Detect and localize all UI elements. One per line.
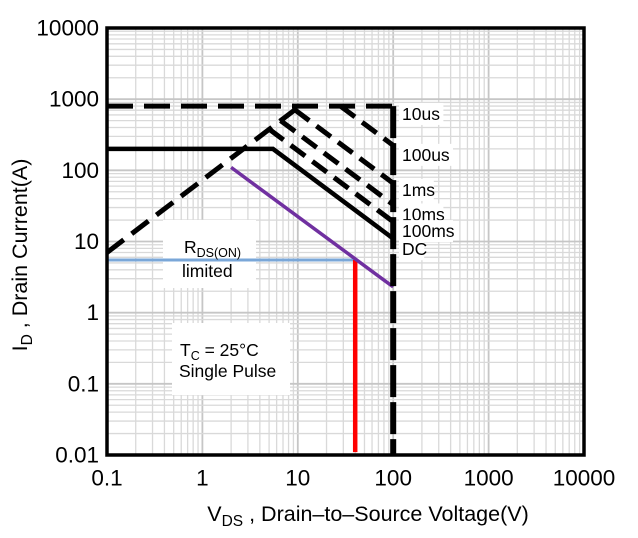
curve-label-10ms: 10ms xyxy=(402,204,445,224)
annotation-boxes xyxy=(163,220,290,395)
curve-label-pad xyxy=(399,238,425,261)
y-tick-0.01: 0.01 xyxy=(55,443,99,468)
y-tick-10000: 10000 xyxy=(36,16,99,41)
conditions-note-line1: TC = 25°C xyxy=(180,340,259,363)
soa-curves xyxy=(107,103,397,455)
plot-frame xyxy=(105,26,586,457)
y-tick-100: 100 xyxy=(61,158,99,183)
y-axis-title: ID , Drain Current(A) xyxy=(8,159,36,352)
curve-label-pad xyxy=(399,203,444,226)
curve-label-1ms: 1ms xyxy=(402,180,435,200)
curve-label-pad xyxy=(399,220,453,243)
curve-label-pad xyxy=(399,143,453,166)
curve-label-pad xyxy=(399,102,444,125)
load-line-curve xyxy=(230,165,395,289)
x-tick-1: 1 xyxy=(196,466,209,491)
pulse-1ms-curve xyxy=(293,107,395,186)
curve-label-10us: 10us xyxy=(402,104,440,124)
x-axis-title: VDS , Drain–to–Source Voltage(V) xyxy=(207,502,529,530)
curve-label-pad xyxy=(399,178,434,201)
y-tick-10: 10 xyxy=(74,229,99,254)
conditions-note-line2: Single Pulse xyxy=(179,361,276,381)
rdson-limited-note-line2: limited xyxy=(182,261,233,281)
y-tick-0.1: 0.1 xyxy=(68,371,99,396)
rdson-limited-note-line1: RDS(ON) xyxy=(184,237,241,260)
curve-label-100us: 100us xyxy=(402,145,450,165)
pulse-10ms-curve xyxy=(279,118,395,207)
conditions-note-box xyxy=(172,323,290,395)
rdson-limit-line-curve xyxy=(107,104,302,255)
x-tick-0.1: 0.1 xyxy=(91,466,122,491)
curve-label-DC: DC xyxy=(402,239,427,259)
x-tick-10000: 10000 xyxy=(553,466,616,491)
x-tick-1000: 1000 xyxy=(464,466,514,491)
y-tick-1: 1 xyxy=(86,300,99,325)
dc-curve xyxy=(107,146,395,241)
rdson-limited-note-box xyxy=(163,220,256,288)
x-tick-100: 100 xyxy=(374,466,412,491)
curve-label-100ms: 100ms xyxy=(402,221,455,241)
y-tick-1000: 1000 xyxy=(49,87,99,112)
x-tick-10: 10 xyxy=(285,466,310,491)
pulse-100us-curve xyxy=(339,104,395,148)
